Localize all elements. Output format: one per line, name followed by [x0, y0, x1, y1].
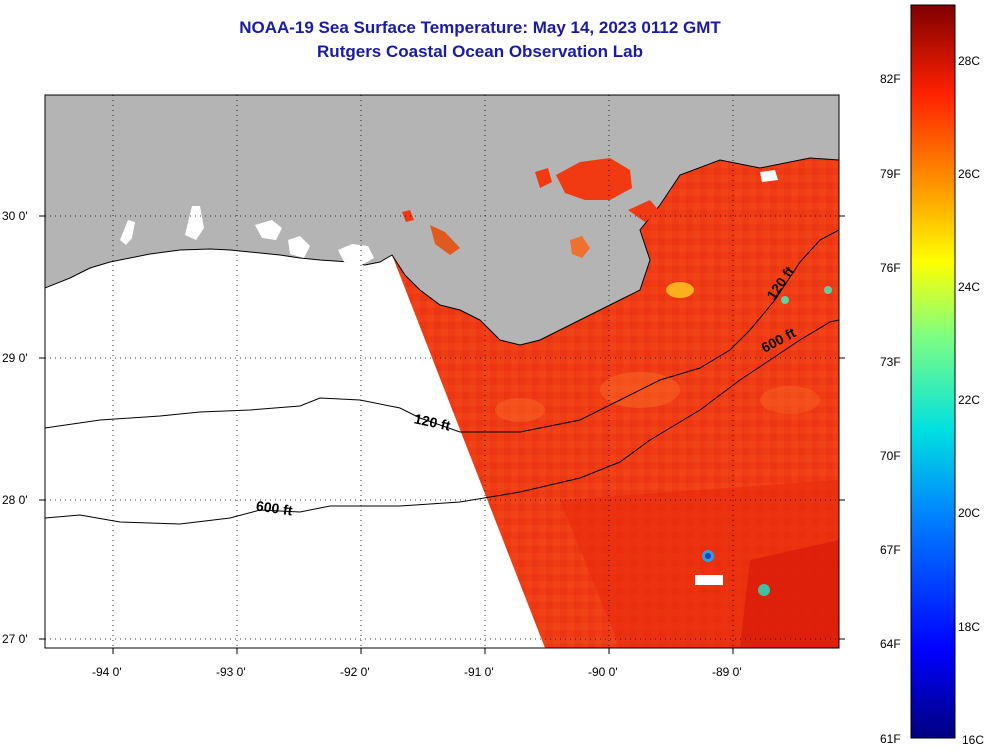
- lat-label: 27 0': [2, 632, 28, 646]
- plot-frame: [44, 94, 840, 649]
- colorbar-f-label: 64F: [880, 637, 901, 651]
- chart-title: NOAA-19 Sea Surface Temperature: May 14,…: [239, 18, 721, 37]
- axis-ticks: [39, 215, 845, 654]
- lon-label: -89 0': [712, 665, 742, 679]
- colorbar-f-label: 76F: [880, 261, 901, 275]
- lon-label: -94 0': [92, 665, 122, 679]
- colorbar-c-label: 28C: [958, 54, 981, 68]
- graticule: [45, 95, 839, 648]
- lon-label: -91 0': [464, 665, 494, 679]
- depth-contours: [45, 229, 839, 525]
- colorbar-c-label: 16C: [962, 733, 985, 747]
- colorbar-c-label: 26C: [958, 167, 981, 181]
- colorbar-f-label: 79F: [880, 167, 901, 181]
- colorbar-f-label: 73F: [880, 355, 901, 369]
- lon-label: -90 0': [588, 665, 618, 679]
- colorbar-f-label: 61F: [880, 732, 901, 746]
- lat-label: 29 0': [2, 351, 28, 365]
- colorbar-c-label: 20C: [958, 506, 981, 520]
- colorbar: [910, 4, 956, 739]
- map-plot-area: [45, 95, 839, 648]
- colorbar-c-label: 24C: [958, 280, 981, 294]
- inland-sst-patches: [402, 158, 660, 258]
- inland-lakes: [120, 170, 778, 266]
- colorbar-f-label: 70F: [880, 449, 901, 463]
- colorbar-f-label: 82F: [880, 72, 901, 86]
- lat-label: 28 0': [2, 493, 28, 507]
- colorbar-c-label: 18C: [958, 620, 981, 634]
- chart-subtitle: Rutgers Coastal Ocean Observation Lab: [317, 42, 643, 61]
- lon-label: -93 0': [216, 665, 246, 679]
- colorbar-f-label: 67F: [880, 543, 901, 557]
- lat-label: 30 0': [2, 209, 28, 223]
- lon-label: -92 0': [340, 665, 370, 679]
- land: [45, 95, 839, 346]
- colorbar-c-label: 22C: [958, 393, 981, 407]
